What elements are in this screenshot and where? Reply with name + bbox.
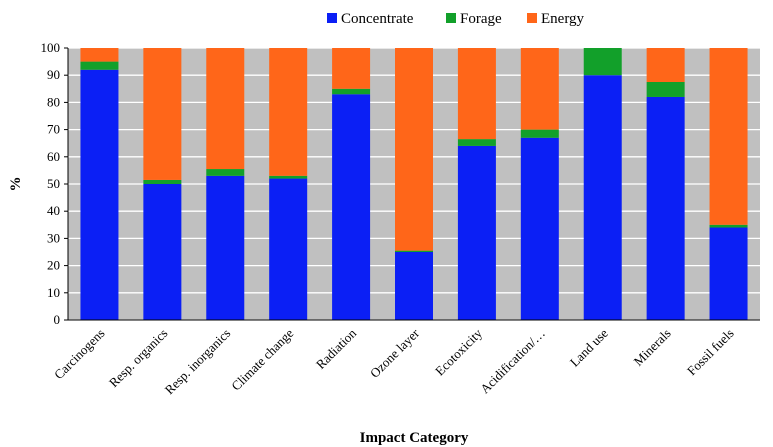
x-tick-label: Acidification/… bbox=[477, 326, 548, 397]
x-tick-label: Carcinogens bbox=[51, 326, 108, 383]
bar-energy-4 bbox=[269, 48, 308, 176]
y-tick-label: 0 bbox=[54, 312, 61, 327]
bar-concentrate-5 bbox=[332, 94, 371, 321]
y-tick-label: 100 bbox=[41, 40, 61, 55]
x-tick-label: Minerals bbox=[630, 326, 673, 369]
legend-swatch-forage bbox=[446, 13, 456, 23]
bar-concentrate-1 bbox=[80, 69, 119, 320]
bar-forage-11 bbox=[709, 224, 748, 228]
bar-concentrate-8 bbox=[520, 137, 559, 320]
x-tick-label: Resp. inorganics bbox=[162, 326, 234, 398]
x-tick-label: Ecotoxicity bbox=[432, 325, 485, 378]
bar-forage-4 bbox=[269, 175, 308, 179]
x-tick-label: Resp. organics bbox=[106, 326, 171, 391]
y-axis-label: % bbox=[8, 177, 24, 192]
bar-forage-8 bbox=[520, 129, 559, 138]
bar-forage-7 bbox=[457, 139, 496, 146]
y-tick-label: 40 bbox=[47, 203, 60, 218]
bar-forage-2 bbox=[143, 179, 182, 184]
bar-forage-3 bbox=[206, 169, 245, 176]
x-tick-label: Land use bbox=[567, 325, 611, 369]
y-tick-label: 60 bbox=[47, 149, 60, 164]
legend-label-energy: Energy bbox=[541, 11, 585, 27]
bar-energy-10 bbox=[646, 48, 685, 82]
legend: Concentrate Forage Energy bbox=[327, 11, 585, 27]
bar-concentrate-10 bbox=[646, 96, 685, 321]
legend-label-concentrate: Concentrate bbox=[341, 11, 414, 27]
bar-concentrate-6 bbox=[395, 252, 433, 320]
legend-label-forage: Forage bbox=[460, 11, 502, 27]
bar-forage-10 bbox=[646, 82, 685, 97]
bar-energy-5 bbox=[332, 48, 371, 89]
bar-energy-7 bbox=[457, 48, 496, 140]
y-tick-label: 50 bbox=[47, 176, 60, 191]
y-tick-label: 30 bbox=[47, 230, 60, 245]
x-tick-label: Climate change bbox=[228, 325, 296, 393]
bar-energy-1 bbox=[80, 48, 119, 62]
x-tick-label: Ozone layer bbox=[367, 325, 423, 381]
y-tick-label: 80 bbox=[47, 94, 60, 109]
bars bbox=[80, 48, 748, 321]
x-tick-label: Fossil fuels bbox=[684, 326, 737, 379]
bar-concentrate-2 bbox=[143, 184, 182, 320]
x-axis-label: Impact Category bbox=[360, 430, 469, 446]
legend-swatch-concentrate bbox=[327, 13, 337, 23]
bar-forage-5 bbox=[332, 88, 371, 95]
bar-forage-9 bbox=[583, 48, 622, 76]
legend-swatch-energy bbox=[527, 13, 537, 23]
bar-energy-8 bbox=[520, 48, 559, 130]
y-tick-labels: 0 10 20 30 40 50 60 70 80 90 100 bbox=[41, 40, 68, 327]
bar-energy-11 bbox=[709, 48, 748, 225]
bar-concentrate-9 bbox=[583, 75, 622, 320]
bar-concentrate-4 bbox=[269, 178, 308, 320]
bar-forage-6 bbox=[395, 250, 433, 252]
bar-energy-3 bbox=[206, 48, 245, 170]
x-tick-label: Radiation bbox=[313, 325, 360, 372]
bar-concentrate-3 bbox=[206, 175, 245, 320]
y-tick-label: 90 bbox=[47, 67, 60, 82]
bar-forage-1 bbox=[80, 61, 119, 70]
bar-concentrate-7 bbox=[457, 145, 496, 320]
bar-energy-6 bbox=[395, 48, 433, 251]
y-tick-label: 10 bbox=[47, 285, 60, 300]
y-tick-label: 20 bbox=[47, 258, 60, 273]
bar-concentrate-11 bbox=[709, 227, 748, 320]
y-tick-label: 70 bbox=[47, 122, 60, 137]
bar-energy-2 bbox=[143, 48, 182, 180]
